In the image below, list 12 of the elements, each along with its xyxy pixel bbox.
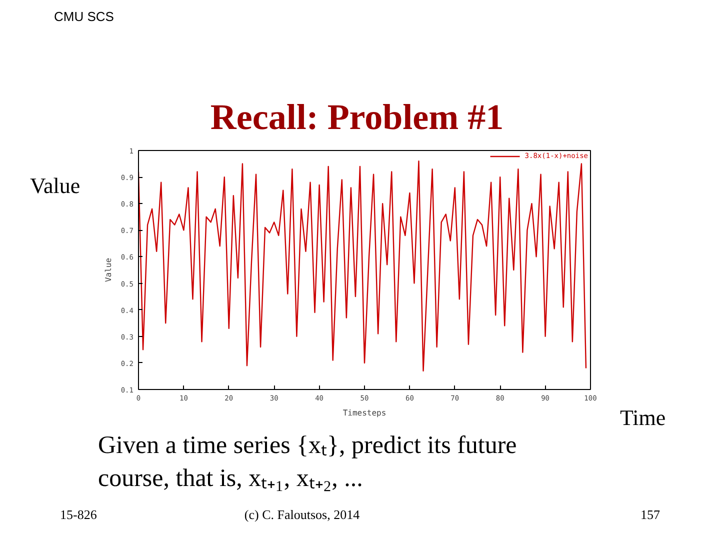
text: 157 [640,506,660,524]
text: Time [620,404,666,432]
x-axis-title: Timesteps [342,408,386,418]
line-series [138,160,587,372]
text: Given a time series {xₜ}, predict its future [98,431,517,461]
text: Value [30,172,80,200]
chart-title: Recall: Problem #1 [210,96,504,139]
text: course, that is, xₜ₊₁, xₜ₊₂, ... [98,464,363,494]
text: CMU SCS [54,8,114,26]
text: 15-826 [60,506,97,524]
y-axis-title: Value [104,258,113,282]
text: (c) C. Faloutsos, 2014 [244,506,360,524]
